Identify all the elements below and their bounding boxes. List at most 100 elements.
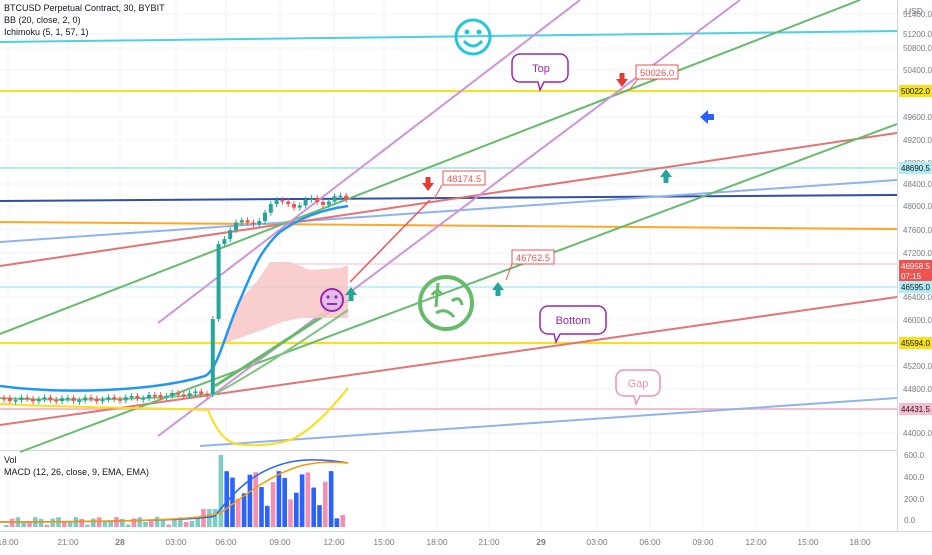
time-tick-label: 09:00: [692, 537, 714, 547]
volume-bar: [212, 509, 218, 527]
candle: [13, 400, 18, 402]
candle: [83, 397, 88, 401]
price-tick-label: 46000.0: [903, 316, 932, 325]
red-trend-line-upper: [0, 132, 898, 267]
volume-bar: [189, 520, 195, 527]
price-badge: 46595.0: [899, 281, 932, 293]
time-tick-label: 06:00: [639, 537, 661, 547]
candle: [100, 399, 105, 402]
callout-gap[interactable]: Gap: [615, 369, 661, 407]
arrow-up-icon: [492, 282, 504, 296]
price-tick-label: 48000.0: [903, 202, 932, 211]
volume-bar: [230, 477, 235, 527]
candle: [7, 398, 12, 401]
candle: [332, 196, 337, 202]
time-tick-label: 18:00: [426, 537, 448, 547]
candle: [141, 398, 146, 400]
price-badge: 45594.0: [899, 337, 932, 349]
volume-bar: [259, 487, 264, 527]
orange-level-line: [0, 221, 898, 230]
candle: [251, 222, 256, 225]
callout-bottom[interactable]: Bottom: [539, 305, 607, 345]
price-label-50026[interactable]: 50026.0: [629, 64, 679, 90]
volume-bar: [334, 518, 340, 527]
price-tick-label: 49600.0: [903, 113, 932, 122]
candle: [303, 199, 308, 206]
price-label-48174[interactable]: 48174.5: [433, 170, 486, 200]
candle: [193, 391, 198, 394]
time-tick-label: 12:00: [745, 537, 767, 547]
volume-bar: [120, 518, 125, 527]
macd-legend[interactable]: MACD (12, 26, close, 9, EMA, EMA): [4, 467, 150, 477]
lavender-channel-line-upper: [157, 0, 581, 324]
time-axis[interactable]: 18:00 21:00 28 03:00 06:00 09:00 12:00 15:00 18:…: [0, 537, 871, 547]
volume-bar: [91, 518, 96, 527]
arrow-up-icon: [660, 169, 672, 183]
time-tick-label: 21:00: [478, 537, 500, 547]
volume-bar: [62, 521, 67, 527]
volume-bar: [241, 493, 247, 527]
volume-tick-label: 600.0: [904, 451, 925, 460]
time-tick-label: 15:00: [797, 537, 819, 547]
time-tick-label: 28: [115, 537, 125, 547]
axis-currency: USD: [905, 6, 923, 16]
candle: [170, 392, 175, 396]
callout-bottom-text: Bottom: [556, 315, 591, 327]
candle: [65, 397, 70, 400]
vol-legend[interactable]: Vol: [4, 455, 17, 465]
volume-bar: [166, 524, 171, 527]
volume-bar: [50, 518, 55, 527]
candle: [77, 400, 82, 402]
volume-bar: [195, 517, 200, 527]
symbol-title[interactable]: BTCUSD Perpetual Contract, 30, BYBIT: [4, 3, 165, 13]
price-tick-label: 47600.0: [903, 226, 932, 235]
callout-top[interactable]: Top: [511, 53, 569, 93]
volume-bar: [85, 524, 90, 527]
price-label-50026-text: 50026.0: [640, 68, 674, 79]
price-label-46762-text: 46762.5: [516, 253, 550, 264]
price-tick-label: 49200.0: [903, 136, 932, 145]
price-badge-text: 07:15: [901, 272, 922, 281]
volume-macd-pane[interactable]: [0, 451, 897, 531]
candle: [222, 239, 227, 245]
candle: [216, 244, 221, 320]
price-label-46762[interactable]: 46762.5: [505, 249, 555, 281]
candle: [89, 397, 93, 400]
green-trend-line-upper: [0, 0, 861, 335]
price-tick-label: 50400.0: [903, 66, 932, 75]
price-badge-text: 46595.0: [901, 283, 930, 292]
volume-bar: [108, 521, 113, 527]
volume-legend: Vol MACD (12, 26, close, 9, EMA, EMA): [4, 454, 149, 478]
volume-bar: [172, 518, 177, 527]
ichimoku-legend[interactable]: Ichimoku (5, 1, 57, 1): [4, 27, 89, 37]
volume-bar: [67, 521, 73, 527]
volume-bar: [207, 509, 212, 527]
candlestick-series[interactable]: [2, 192, 349, 405]
grid-lines: [0, 0, 897, 531]
time-tick-label: 09:00: [269, 537, 291, 547]
volume-bar: [137, 517, 142, 527]
navy-level-line: [0, 194, 898, 202]
volume-bar: [224, 471, 229, 527]
candle: [344, 195, 349, 200]
volume-bar: [125, 524, 131, 527]
volume-bar: [44, 524, 50, 527]
volume-bar: [4, 525, 9, 527]
volume-tick-label: 400.0: [904, 473, 925, 482]
bb-legend[interactable]: BB (20, close, 2, 0): [4, 15, 81, 25]
red-target-arrow-line: [349, 199, 431, 283]
time-tick-label: 12:00: [323, 537, 345, 547]
candle: [338, 195, 343, 198]
volume-bar: [253, 472, 258, 527]
volume-bar: [311, 487, 316, 527]
price-tick-label: 51400.0: [903, 10, 932, 19]
time-tick-label: 06:00: [215, 537, 237, 547]
volume-bar: [9, 518, 15, 527]
blue-trend-line-upper: [0, 179, 898, 243]
neutral-emoji-icon: [320, 288, 344, 312]
price-badge: 46958.5: [899, 260, 932, 272]
price-badge: 44431.5: [899, 403, 932, 415]
price-axis[interactable]: USD 51400.0 51200.0 50800.0 50400.0 49600.0 4…: [898, 0, 932, 531]
